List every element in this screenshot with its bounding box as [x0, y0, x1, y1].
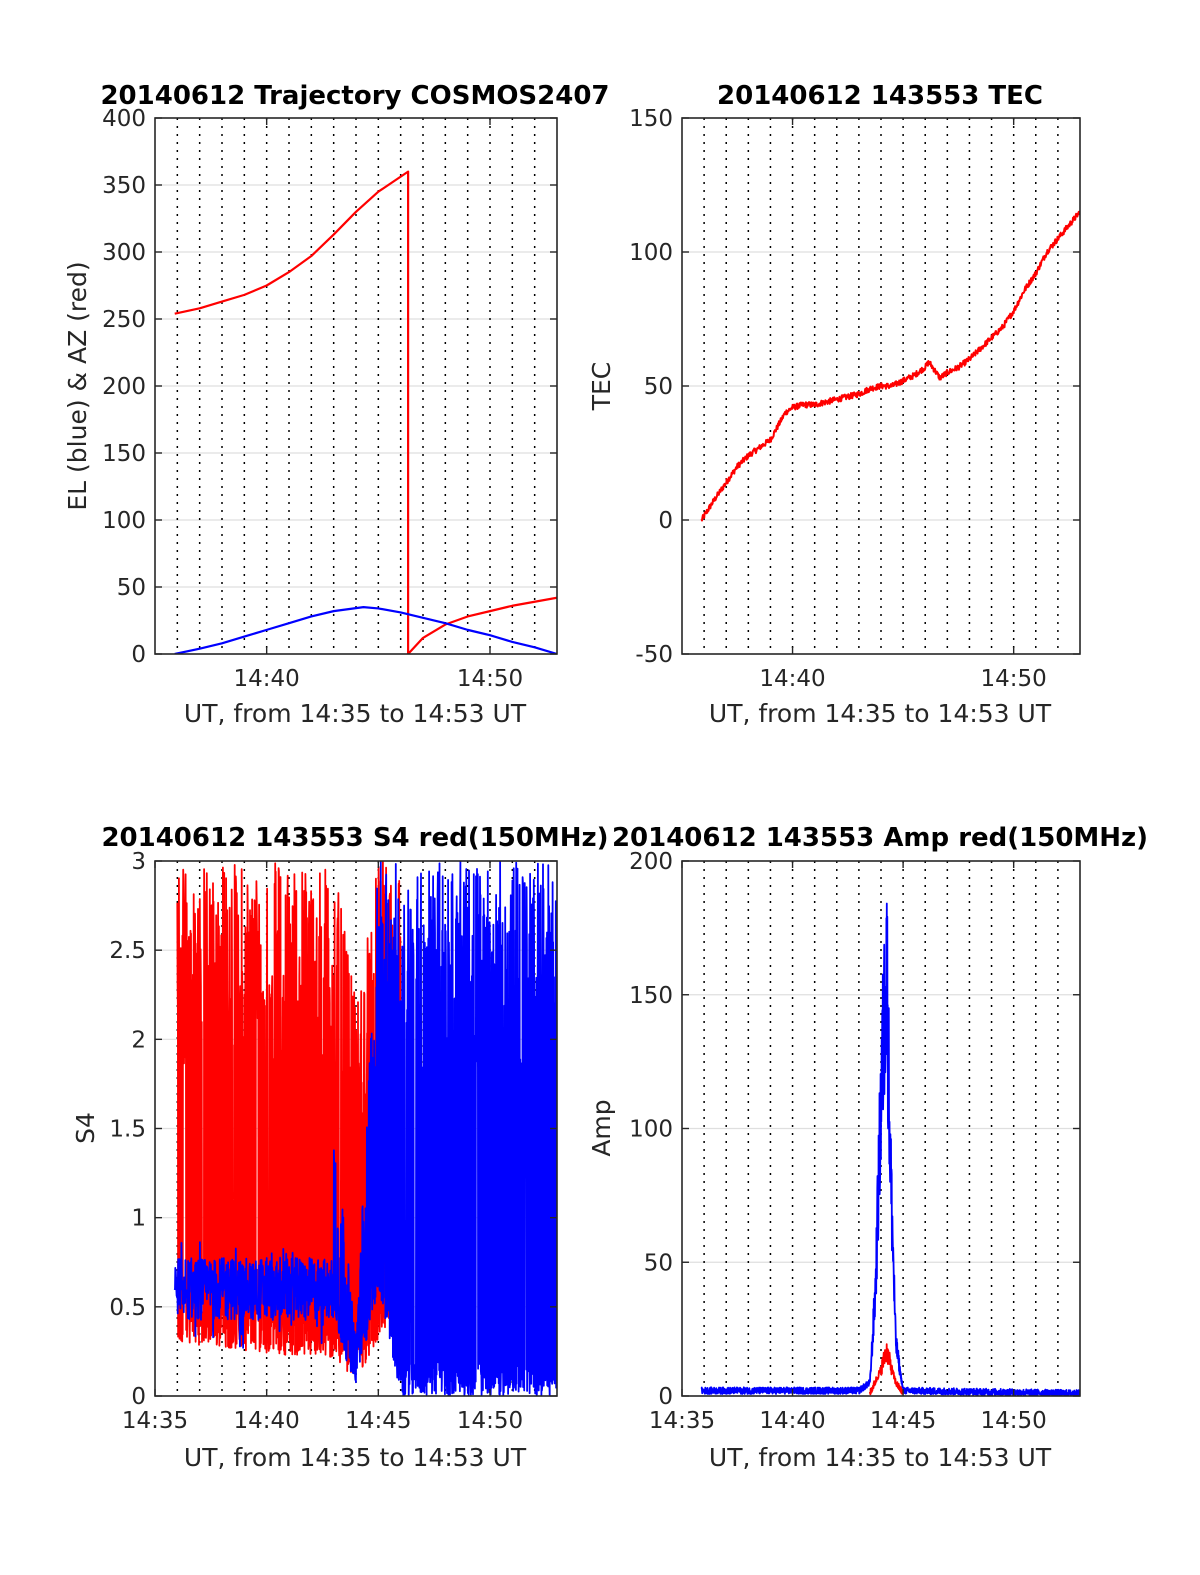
- amp-xtick-label: 14:35: [649, 1408, 715, 1434]
- s4-xtick-label: 14:50: [457, 1408, 523, 1434]
- s4-xtick-label: 14:45: [345, 1408, 411, 1434]
- tec-panel: 20140612 143553 TEC -50 0 50 100 150 14:40 14:…: [587, 81, 1081, 728]
- tec-plot-area: -50 0 50 100 150 14:40 14:50: [629, 106, 1081, 692]
- tec-xtick-label: 14:50: [981, 666, 1047, 692]
- traj-ytick-label: 350: [102, 173, 146, 199]
- s4-ytick-label: 3: [131, 849, 146, 875]
- amp-ytick-label: 200: [629, 849, 673, 875]
- tec-ytick-label: 100: [629, 240, 673, 266]
- amp-xtick-label: 14:40: [759, 1408, 825, 1434]
- trajectory-plot-area: 0 50 100 150 200 250 300 350 400 14:40 14:50: [102, 106, 558, 692]
- amp-xtick-label: 14:50: [981, 1408, 1047, 1434]
- s4-panel: 20140612 143553 S4 red(150MHz) 0 0.5 1 1.5 2…: [71, 823, 609, 1472]
- trajectory-panel: 20140612 Trajectory COSMOS2407 0 50 100 150…: [63, 81, 610, 728]
- trajectory-title: 20140612 Trajectory COSMOS2407: [100, 81, 609, 111]
- tec-ylabel: TEC: [587, 362, 616, 412]
- trajectory-ylabel: EL (blue) & AZ (red): [63, 261, 92, 510]
- amp-ytick-label: 100: [629, 1117, 673, 1143]
- traj-xtick-label: 14:40: [234, 666, 300, 692]
- amp-xtick-label: 14:45: [870, 1408, 936, 1434]
- amp-ylabel: Amp: [587, 1099, 616, 1156]
- amp-series-blue: [700, 902, 1080, 1396]
- tec-ytick-label: 0: [658, 508, 673, 534]
- s4-ytick-label: 0.5: [109, 1295, 146, 1321]
- traj-ytick-label: 300: [102, 240, 146, 266]
- s4-ytick-label: 1.5: [109, 1117, 146, 1143]
- tec-ytick-label: 150: [629, 106, 673, 132]
- tec-ytick-label: -50: [635, 642, 673, 668]
- amp-series-red: [869, 1343, 904, 1396]
- traj-ytick-label: 0: [131, 642, 146, 668]
- traj-ytick-label: 400: [102, 106, 146, 132]
- tec-xtick-label: 14:40: [759, 666, 825, 692]
- tec-title: 20140612 143553 TEC: [717, 81, 1043, 111]
- traj-series-red: [174, 170, 557, 654]
- s4-title: 20140612 143553 S4 red(150MHz): [101, 823, 608, 853]
- amp-ytick-label: 0: [658, 1384, 673, 1410]
- traj-ytick-label: 100: [102, 508, 146, 534]
- tec-series-red: [700, 210, 1080, 522]
- traj-ytick-label: 250: [102, 307, 146, 333]
- trajectory-xlabel: UT, from 14:35 to 14:53 UT: [184, 699, 527, 728]
- s4-ytick-label: 1: [131, 1206, 146, 1232]
- amp-xlabel: UT, from 14:35 to 14:53 UT: [709, 1443, 1052, 1472]
- tec-ytick-label: 50: [644, 374, 673, 400]
- s4-ytick-label: 2.5: [109, 938, 146, 964]
- s4-ytick-label: 0: [131, 1384, 146, 1410]
- amp-title: 20140612 143553 Amp red(150MHz): [612, 823, 1148, 853]
- s4-xtick-label: 14:35: [122, 1408, 188, 1434]
- amp-panel: 20140612 143553 Amp red(150MHz) 0 50 100 15…: [587, 823, 1148, 1472]
- s4-xlabel: UT, from 14:35 to 14:53 UT: [184, 1443, 527, 1472]
- s4-plot-area: 0 0.5 1 1.5 2 2.5 3 14:35 14:40 14:45 14:50: [109, 849, 558, 1434]
- amp-plot-area: 0 50 100 150 200 14:35 14:40 14:45 14:50: [629, 849, 1081, 1434]
- traj-ytick-label: 150: [102, 441, 146, 467]
- amp-ytick-label: 150: [629, 983, 673, 1009]
- s4-ytick-label: 2: [131, 1027, 146, 1053]
- traj-xtick-label: 14:50: [457, 666, 523, 692]
- s4-series-blue: [173, 861, 557, 1396]
- traj-ytick-label: 50: [117, 575, 146, 601]
- traj-ytick-label: 200: [102, 374, 146, 400]
- traj-series-blue: [174, 606, 557, 654]
- amp-ytick-label: 50: [644, 1250, 673, 1276]
- tec-xlabel: UT, from 14:35 to 14:53 UT: [709, 699, 1052, 728]
- s4-xtick-label: 14:40: [234, 1408, 300, 1434]
- s4-ylabel: S4: [71, 1112, 100, 1144]
